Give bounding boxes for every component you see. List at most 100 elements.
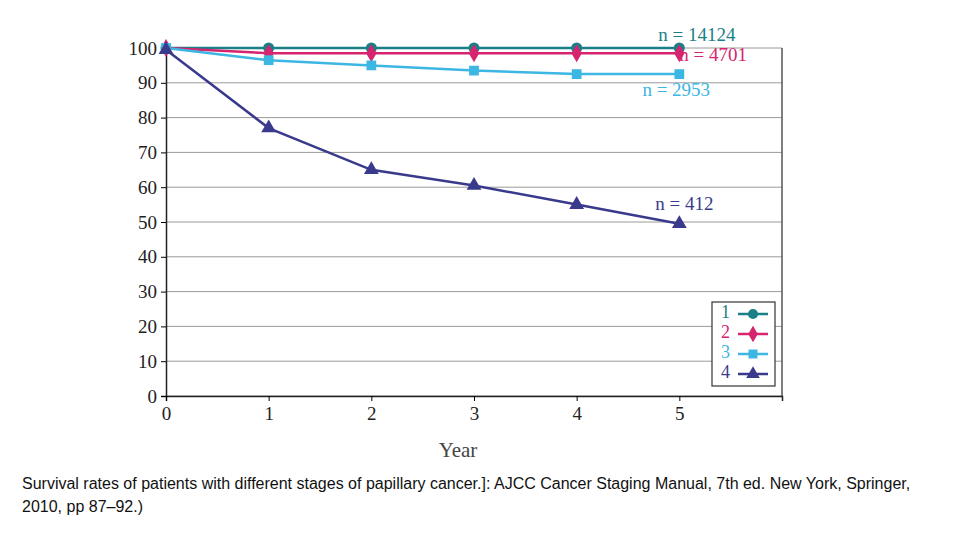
y-tick-mark	[161, 257, 166, 258]
series-line	[166, 50, 679, 224]
data-point	[469, 66, 479, 76]
x-tick-mark	[166, 396, 167, 401]
x-tick: 3	[470, 396, 480, 424]
y-tick: 80	[138, 107, 166, 128]
annotation: n = 412	[655, 193, 713, 214]
data-point	[569, 196, 584, 209]
y-tick-mark	[161, 292, 166, 293]
series	[159, 41, 687, 228]
annotation: n = 2953	[642, 79, 710, 100]
y-tick: 90	[138, 72, 166, 93]
x-tick: 2	[367, 396, 377, 424]
legend-item: 1	[721, 302, 768, 322]
x-tick-mark	[679, 396, 680, 401]
x-tick-mark	[269, 396, 270, 401]
series-line	[166, 47, 679, 50]
chart: 0102030405060708090100012345Yearn = 1412…	[0, 0, 960, 470]
grid	[166, 48, 782, 396]
grid-line	[166, 361, 782, 362]
y-tick-mark	[161, 396, 166, 397]
y-tick-mark	[161, 152, 166, 153]
x-tick-label: 4	[572, 403, 582, 424]
y-tick: 100	[129, 38, 167, 59]
y-tick: 30	[138, 281, 166, 302]
x-tick: 0	[162, 396, 172, 424]
data-point	[572, 69, 582, 79]
y-tick-label: 90	[138, 72, 157, 93]
page: 0102030405060708090100012345Yearn = 1412…	[0, 0, 960, 540]
annotation: n = 4701	[679, 44, 747, 65]
annotations: n = 14124n = 4701 n = 2953 n = 412	[642, 24, 747, 215]
y-tick-label: 100	[129, 38, 158, 59]
x-axis-title: Year	[439, 438, 478, 462]
data-point	[467, 177, 482, 190]
y-tick-label: 50	[138, 212, 157, 233]
data-point	[469, 44, 479, 62]
grid-line	[166, 222, 782, 223]
y-tick: 70	[138, 142, 166, 163]
data-point	[571, 44, 581, 62]
legend-marker	[749, 350, 758, 359]
x-tick-label: 2	[367, 403, 377, 424]
legend-marker	[746, 366, 760, 378]
legend-label: 1	[721, 302, 730, 322]
legend: 1234	[712, 302, 775, 386]
x-tick-label: 0	[162, 403, 172, 424]
x-tick-label: 1	[264, 403, 274, 424]
caption: Survival rates of patients with differen…	[22, 472, 922, 518]
data-point	[159, 41, 174, 54]
grid-line	[166, 256, 782, 257]
x-tick: 1	[264, 396, 274, 424]
series	[161, 43, 684, 79]
y-tick-mark	[161, 326, 166, 327]
legend-label: 4	[721, 362, 730, 382]
legend-label: 3	[721, 342, 730, 362]
y-tick-mark	[161, 187, 166, 188]
y-tick-mark	[161, 118, 166, 119]
grid-line	[166, 117, 782, 118]
y-tick-label: 60	[138, 177, 157, 198]
data-point	[264, 55, 274, 65]
y-tick: 10	[138, 351, 166, 372]
series-line	[166, 48, 679, 74]
y-tick-label: 70	[138, 142, 157, 163]
y-tick-mark	[161, 222, 166, 223]
y-tick-label: 80	[138, 107, 157, 128]
y-axis: 0 10 20 30 40 50 60 70 80 90 100	[129, 38, 167, 407]
grid-line	[166, 291, 782, 292]
y-tick-mark	[161, 83, 166, 84]
data-point	[261, 119, 276, 132]
y-tick-label: 0	[148, 386, 158, 407]
legend-marker	[748, 309, 758, 319]
legend-box	[712, 302, 775, 386]
y-tick-label: 30	[138, 281, 157, 302]
legend-marker	[748, 326, 758, 343]
data-point	[366, 61, 376, 71]
data-point	[672, 215, 687, 228]
annotation: n = 14124	[658, 24, 736, 45]
legend-label: 2	[721, 322, 730, 342]
y-axis-line	[161, 49, 167, 397]
series	[161, 43, 685, 54]
plot-area	[159, 39, 687, 228]
x-tick-label: 3	[470, 403, 480, 424]
legend-item: 4	[721, 362, 768, 382]
legend-item: 3	[721, 342, 768, 362]
data-point	[364, 161, 379, 174]
x-axis: 0 1 2 3 4 5	[162, 396, 783, 424]
y-tick: 20	[138, 316, 166, 337]
grid-line	[166, 326, 782, 327]
x-tick-label: 5	[675, 403, 685, 424]
grid-line	[166, 152, 782, 153]
data-point	[674, 69, 684, 79]
x-tick-mark	[371, 396, 372, 401]
x-tick-mark	[577, 396, 578, 401]
x-axis-line	[167, 397, 783, 402]
data-point	[366, 44, 376, 62]
y-tick-label: 10	[138, 351, 157, 372]
y-tick-mark	[161, 361, 166, 362]
y-tick-label: 40	[138, 246, 157, 267]
y-tick-label: 20	[138, 316, 157, 337]
x-tick: 4	[572, 396, 582, 424]
legend-item: 2	[721, 322, 768, 342]
